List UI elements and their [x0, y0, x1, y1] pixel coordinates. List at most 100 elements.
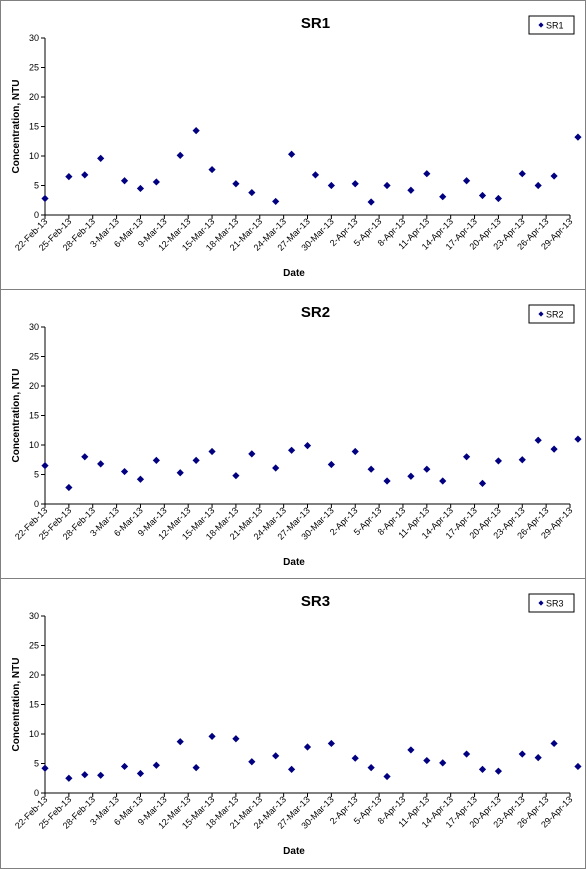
data-point	[534, 754, 542, 762]
data-point	[518, 456, 526, 464]
data-point	[518, 170, 526, 178]
data-point	[232, 472, 240, 480]
data-point	[176, 151, 184, 160]
y-tick-label: 5	[34, 181, 39, 191]
data-point	[550, 172, 558, 180]
data-point	[367, 465, 375, 473]
data-point	[152, 761, 160, 769]
y-tick-label: 0	[34, 210, 39, 220]
data-point	[208, 732, 216, 740]
data-point	[272, 752, 280, 760]
y-tick-label: 5	[34, 759, 39, 769]
y-tick-label: 25	[29, 352, 39, 362]
data-point	[81, 771, 89, 779]
data-point	[232, 735, 240, 743]
data-point	[367, 764, 375, 772]
data-point	[192, 764, 200, 772]
x-axis-label: Date	[283, 268, 305, 279]
data-point	[494, 767, 503, 775]
data-point	[478, 479, 487, 487]
y-tick-label: 10	[29, 729, 39, 739]
data-point	[534, 181, 542, 190]
data-point	[327, 739, 335, 748]
data-point	[311, 171, 320, 179]
data-point	[136, 769, 145, 778]
data-point	[327, 460, 335, 469]
legend-label: SR1	[546, 21, 564, 31]
data-point	[423, 756, 431, 765]
data-point	[41, 764, 49, 772]
data-point	[136, 184, 145, 193]
data-point	[65, 173, 73, 181]
data-point	[81, 453, 89, 461]
data-point	[97, 771, 105, 779]
data-point	[136, 475, 145, 483]
data-point	[423, 465, 431, 473]
y-axis-label: Concentration, NTU	[11, 658, 22, 752]
y-tick-label: 10	[29, 440, 39, 450]
data-point	[208, 447, 216, 456]
data-point	[407, 186, 415, 194]
data-point	[97, 154, 105, 162]
chart-panel-sr3: SR3 0 5 10 15 20 25 30 22-Feb-13 25-Feb-13 28-Feb-…	[0, 578, 586, 869]
y-tick-label: 30	[29, 611, 39, 621]
data-point	[232, 180, 240, 188]
data-point	[81, 171, 89, 179]
data-point	[152, 178, 160, 186]
legend-marker	[538, 311, 544, 317]
data-point	[478, 765, 487, 773]
data-point	[287, 446, 296, 454]
chart-title: SR3	[301, 593, 330, 610]
chart-panel-sr1: SR1 0 5 10 15 20 25 30 22-Feb-13 25-Feb-13 28-Feb-…	[0, 0, 586, 290]
data-point	[120, 762, 129, 771]
data-point	[287, 150, 296, 158]
y-tick-label: 30	[29, 322, 39, 332]
y-tick-label: 15	[29, 122, 39, 132]
data-point	[367, 198, 375, 206]
scatter-chart: SR305101520253022-Feb-1325-Feb-1328-Feb-…	[11, 593, 582, 857]
data-point	[287, 765, 296, 773]
data-point	[407, 472, 415, 480]
data-point	[303, 441, 312, 450]
data-point	[248, 188, 256, 197]
data-point	[152, 456, 160, 464]
data-point	[351, 754, 359, 762]
data-point	[248, 450, 256, 458]
data-point	[439, 759, 447, 767]
y-axis-label: Concentration, NTU	[11, 369, 22, 463]
data-point	[120, 467, 129, 476]
data-point	[550, 445, 558, 453]
data-point	[439, 193, 447, 201]
data-point	[208, 165, 216, 174]
data-point	[351, 447, 359, 456]
chart-title: SR1	[301, 15, 330, 32]
data-point	[494, 457, 503, 465]
y-tick-label: 15	[29, 700, 39, 710]
data-point	[383, 477, 391, 485]
data-point	[97, 460, 105, 468]
legend-marker	[538, 600, 544, 606]
legend: SR3	[528, 593, 575, 613]
x-axis-label: Date	[283, 557, 305, 568]
data-point	[550, 739, 558, 748]
scatter-chart: SR205101520253022-Feb-1325-Feb-1328-Feb-…	[11, 304, 582, 568]
data-point	[407, 746, 415, 754]
chart-title: SR2	[301, 304, 330, 321]
data-point	[518, 750, 526, 758]
data-point	[65, 774, 73, 782]
legend-marker	[538, 22, 544, 28]
data-point	[383, 181, 391, 190]
y-tick-label: 15	[29, 411, 39, 421]
data-point	[478, 191, 487, 200]
data-point	[439, 477, 447, 485]
data-point	[303, 743, 312, 751]
y-tick-label: 20	[29, 670, 39, 680]
legend: SR2	[528, 304, 575, 324]
y-tick-label: 30	[29, 33, 39, 43]
data-point	[383, 772, 391, 781]
data-point	[65, 483, 73, 492]
data-point	[248, 758, 256, 766]
legend-label: SR2	[546, 310, 564, 320]
data-point	[41, 194, 49, 203]
data-point	[462, 177, 471, 185]
